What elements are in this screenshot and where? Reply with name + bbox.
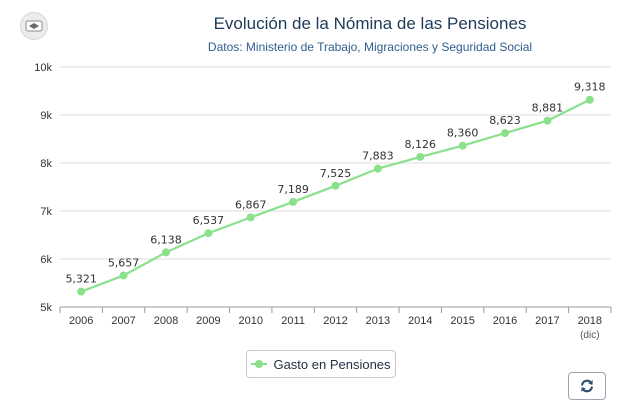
- y-tick-label: 5k: [40, 302, 52, 314]
- data-point: [246, 213, 255, 222]
- x-tick-sublabel: (dic): [580, 330, 599, 341]
- y-tick-label: 7k: [40, 206, 52, 218]
- data-label: 7,525: [320, 167, 352, 180]
- data-label: 5,657: [108, 256, 140, 269]
- logo-icon: [20, 12, 48, 40]
- x-tick-label: 2016: [493, 315, 517, 327]
- chart-title: Evolución de la Nómina de las Pensiones: [213, 14, 527, 33]
- data-label: 8,881: [532, 102, 564, 115]
- series-line: [80, 98, 591, 293]
- data-point: [77, 287, 86, 296]
- refresh-icon: [581, 379, 593, 393]
- data-point: [204, 229, 213, 238]
- refresh-button[interactable]: [568, 372, 606, 400]
- y-tick-label: 6k: [40, 254, 52, 266]
- data-point: [543, 116, 552, 125]
- data-point: [501, 129, 510, 138]
- data-point: [458, 141, 467, 150]
- data-point: [161, 248, 170, 257]
- x-tick-label: 2015: [450, 315, 474, 327]
- data-label: 5,321: [65, 273, 97, 286]
- data-label: 8,126: [405, 138, 437, 151]
- chart-subtitle: Datos: Ministerio de Trabajo, Migracione…: [207, 40, 533, 54]
- x-tick-label: 2007: [111, 315, 135, 327]
- y-tick-label: 10k: [34, 62, 52, 74]
- legend-marker-icon: [251, 359, 268, 369]
- x-tick-label: 2011: [281, 315, 305, 327]
- x-tick-label: 2010: [238, 315, 262, 327]
- data-point: [373, 164, 382, 173]
- x-tick-label: 2013: [366, 315, 390, 327]
- x-tick-label: 2017: [535, 315, 559, 327]
- y-tick-label: 9k: [40, 110, 52, 122]
- data-label: 6,867: [235, 198, 267, 211]
- x-tick-label: 2006: [69, 315, 93, 327]
- data-label: 7,189: [277, 183, 309, 196]
- data-label: 6,138: [150, 233, 182, 246]
- data-label: 8,623: [489, 114, 521, 127]
- data-point: [289, 197, 298, 206]
- data-point: [331, 181, 340, 190]
- data-label: 8,360: [447, 127, 479, 140]
- data-point: [585, 95, 594, 104]
- x-tick-label: 2009: [196, 315, 220, 327]
- y-tick-label: 8k: [40, 158, 52, 170]
- legend-item-gasto-en-pensiones[interactable]: Gasto en Pensiones: [246, 350, 396, 378]
- x-tick-label: 2014: [408, 315, 432, 327]
- data-point: [416, 152, 425, 161]
- data-label: 7,883: [362, 150, 394, 163]
- data-label: 6,537: [193, 214, 225, 227]
- legend-label: Gasto en Pensiones: [273, 356, 391, 372]
- x-tick-label: 2008: [154, 315, 178, 327]
- x-tick-label: 2012: [323, 315, 347, 327]
- data-point: [119, 271, 128, 280]
- data-label: 9,318: [574, 81, 606, 94]
- x-tick-label: 2018: [578, 315, 602, 327]
